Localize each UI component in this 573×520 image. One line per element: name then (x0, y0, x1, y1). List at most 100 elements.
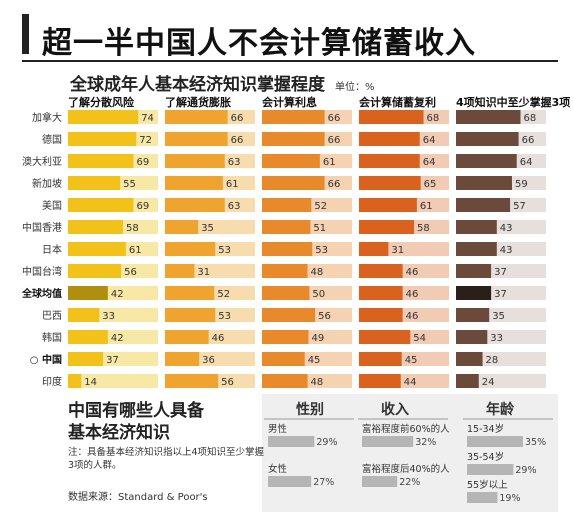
category-label: 加拿大 (32, 111, 62, 124)
data-bar (68, 154, 134, 168)
data-label: 45 (405, 355, 418, 366)
data-label: 56 (221, 377, 234, 388)
data-source: 数据来源：Standard & Poor's (68, 492, 208, 503)
data-label: 65 (424, 179, 437, 190)
data-label: 54 (413, 333, 426, 344)
data-label: 64 (520, 157, 533, 168)
data-bar (359, 264, 403, 278)
data-bar (262, 286, 310, 300)
data-label: 42 (111, 289, 124, 300)
demographic-bar (467, 464, 514, 475)
data-bar (456, 374, 479, 388)
data-label: 53 (218, 245, 231, 256)
data-bar (359, 154, 420, 168)
data-bar (359, 286, 403, 300)
data-label: 61 (226, 179, 239, 190)
demographic-value: 19% (499, 493, 520, 504)
data-bar (262, 264, 308, 278)
category-label: 中国香港 (22, 221, 62, 234)
demographic-bar (268, 476, 312, 487)
data-bar (262, 132, 325, 146)
demographic-label: 15-34岁 (467, 423, 504, 435)
data-bar (456, 264, 492, 278)
data-label: 50 (312, 289, 325, 300)
demographic-bar (467, 436, 523, 447)
demographic-label: 富裕程度后40%的人 (362, 463, 450, 475)
demographic-value: 29% (316, 437, 337, 448)
data-label: 66 (231, 135, 244, 146)
data-bar (68, 286, 108, 300)
data-label: 48 (311, 267, 324, 278)
series-header-3: 会计算利息 (262, 95, 317, 109)
demographic-label: 富裕程度前60%的人 (362, 423, 450, 435)
category-label: 德国 (42, 133, 62, 146)
data-label: 61 (323, 157, 336, 168)
data-label: 28 (486, 355, 499, 366)
demographic-header-gender: 性别 (296, 401, 324, 418)
data-bar (165, 176, 223, 190)
data-label: 53 (315, 245, 328, 256)
data-label: 48 (311, 377, 324, 388)
data-label: 52 (314, 201, 327, 212)
data-label: 43 (500, 245, 513, 256)
data-bar (359, 176, 421, 190)
data-label: 35 (492, 311, 505, 322)
demographic-header-income: 收入 (381, 401, 409, 418)
category-label: ○ 中国 (30, 353, 62, 366)
category-label: 全球均值 (21, 287, 62, 300)
data-label: 46 (406, 289, 419, 300)
data-bar (359, 220, 415, 234)
demographic-bar (362, 436, 414, 447)
data-bar (165, 132, 228, 146)
footnote: 注：具备基本经济知识指以上4项知识至少掌握3项的人群。 (68, 447, 265, 471)
data-label: 57 (513, 201, 526, 212)
data-label: 56 (124, 267, 137, 278)
data-bar (165, 242, 216, 256)
data-label: 43 (500, 223, 513, 234)
data-label: 53 (218, 311, 231, 322)
data-bar (456, 132, 519, 146)
demographic-label: 男性 (268, 423, 288, 435)
data-label: 72 (139, 135, 152, 146)
data-bar (165, 220, 199, 234)
data-bar (68, 374, 82, 388)
data-bar (456, 220, 497, 234)
data-bar (456, 110, 521, 124)
demographic-bar (268, 436, 315, 447)
data-bar (359, 110, 424, 124)
demographic-label: 女性 (268, 463, 288, 475)
data-label: 45 (308, 355, 321, 366)
data-label: 66 (328, 113, 341, 124)
data-bar (68, 264, 122, 278)
category-label: 澳大利亚 (22, 155, 62, 168)
data-bar (68, 198, 134, 212)
data-label: 42 (111, 333, 124, 344)
data-label: 51 (313, 223, 326, 234)
data-label: 44 (404, 377, 417, 388)
data-label: 46 (406, 267, 419, 278)
data-label: 35 (201, 223, 214, 234)
data-bar (359, 374, 401, 388)
data-bar (456, 286, 492, 300)
data-bar (165, 198, 225, 212)
data-label: 74 (141, 113, 154, 124)
data-label: 36 (202, 355, 215, 366)
data-bar (262, 176, 325, 190)
data-bar (165, 154, 225, 168)
data-label: 37 (494, 267, 507, 278)
category-label: 印度 (42, 375, 62, 388)
series-header-5: 4项知识中至少掌握3项 (456, 95, 570, 109)
data-label: 14 (84, 377, 97, 388)
data-label: 61 (420, 201, 433, 212)
data-label: 58 (126, 223, 139, 234)
data-bar (165, 286, 215, 300)
data-label: 63 (228, 201, 241, 212)
data-bar (262, 242, 313, 256)
category-label: 新加坡 (32, 177, 62, 190)
data-bar (262, 374, 308, 388)
data-bar (68, 176, 121, 190)
data-bar (68, 330, 108, 344)
data-bar (68, 308, 100, 322)
data-label: 31 (197, 267, 210, 278)
